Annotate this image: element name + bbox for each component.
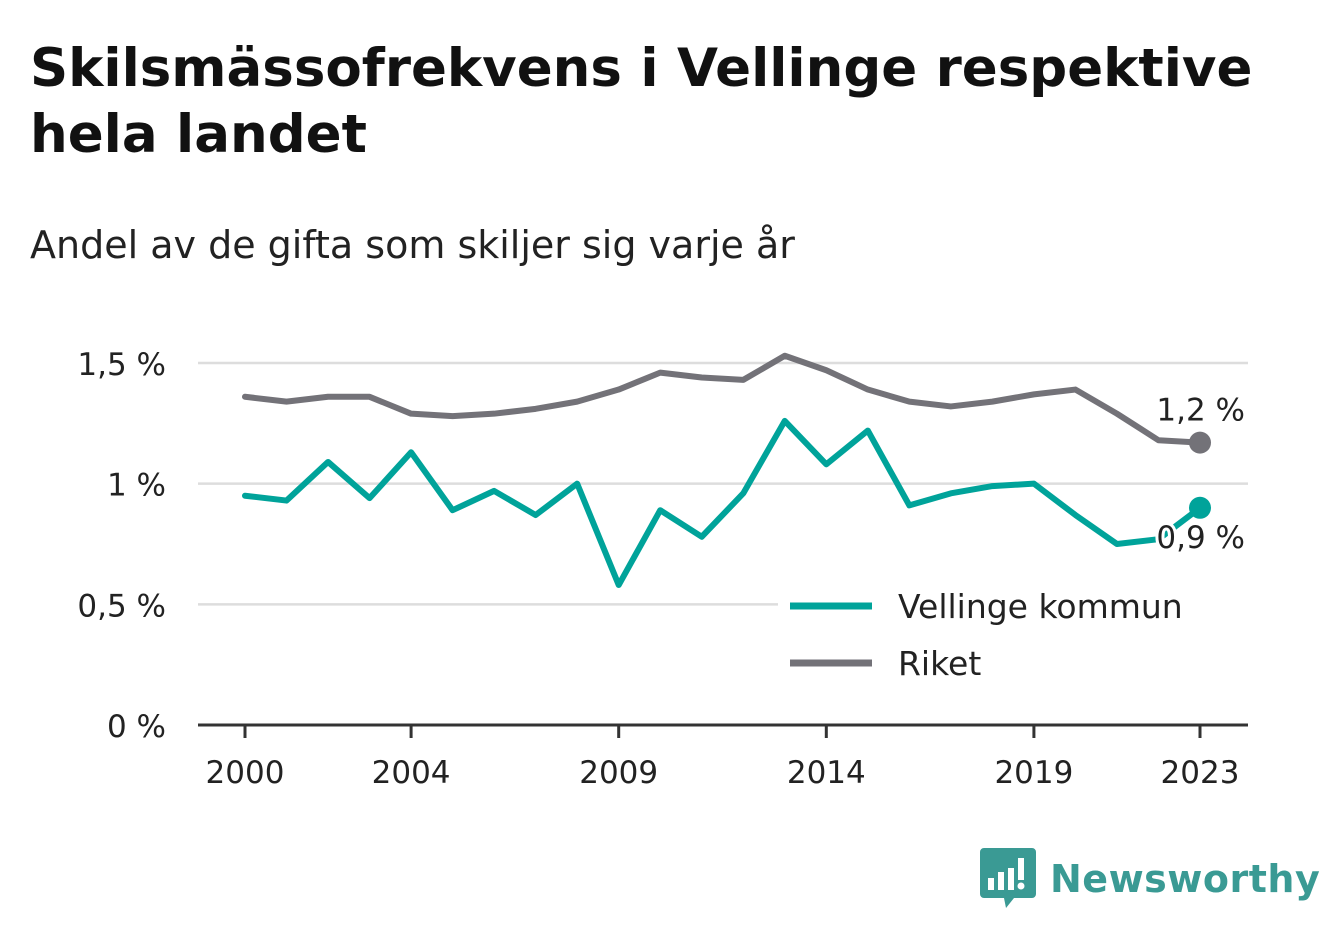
y-tick-label: 0,5 %	[77, 588, 166, 624]
legend-background	[778, 580, 1248, 692]
series-end-point	[1189, 496, 1211, 519]
x-tick-label: 2023	[1161, 755, 1240, 791]
x-tick-label: 2009	[579, 755, 658, 791]
newsworthy-logo-icon	[980, 848, 1036, 908]
y-axis-tick-labels: 0 % 0,5 % 1 % 1,5 %	[77, 347, 166, 745]
brand-name: Newsworthy	[1050, 857, 1321, 901]
chart-subtitle: Andel av de gifta som skiljer sig varje …	[30, 223, 795, 267]
series-line-riket	[242, 352, 1203, 446]
chart-title: Skilsmässofrekvens i Vellinge respektive…	[30, 38, 1253, 165]
y-tick-label: 1,5 %	[77, 347, 166, 383]
series-end-point	[1189, 431, 1211, 454]
legend-label: Riket	[898, 644, 981, 683]
series-lines: 1,2 % 0,9 %	[242, 352, 1248, 589]
y-tick-label: 1 %	[107, 468, 166, 504]
x-axis	[198, 723, 1248, 738]
x-tick-label: 2019	[994, 755, 1073, 791]
legend-label: Vellinge kommun	[898, 587, 1183, 626]
series-end-label: 0,9 %	[1156, 520, 1245, 556]
x-axis-tick-labels: 2000 2004 2009 2014 2019 2023	[206, 755, 1240, 791]
x-tick-label: 2000	[206, 755, 285, 791]
x-tick-label: 2004	[372, 755, 451, 791]
y-tick-label: 0 %	[107, 709, 166, 745]
legend: Vellinge kommun Riket	[778, 580, 1248, 692]
series-line-vellinge	[242, 417, 1203, 589]
brand-footer: Newsworthy	[980, 848, 1320, 910]
series-end-label: 1,2 %	[1156, 393, 1245, 429]
x-tick-label: 2014	[787, 755, 866, 791]
